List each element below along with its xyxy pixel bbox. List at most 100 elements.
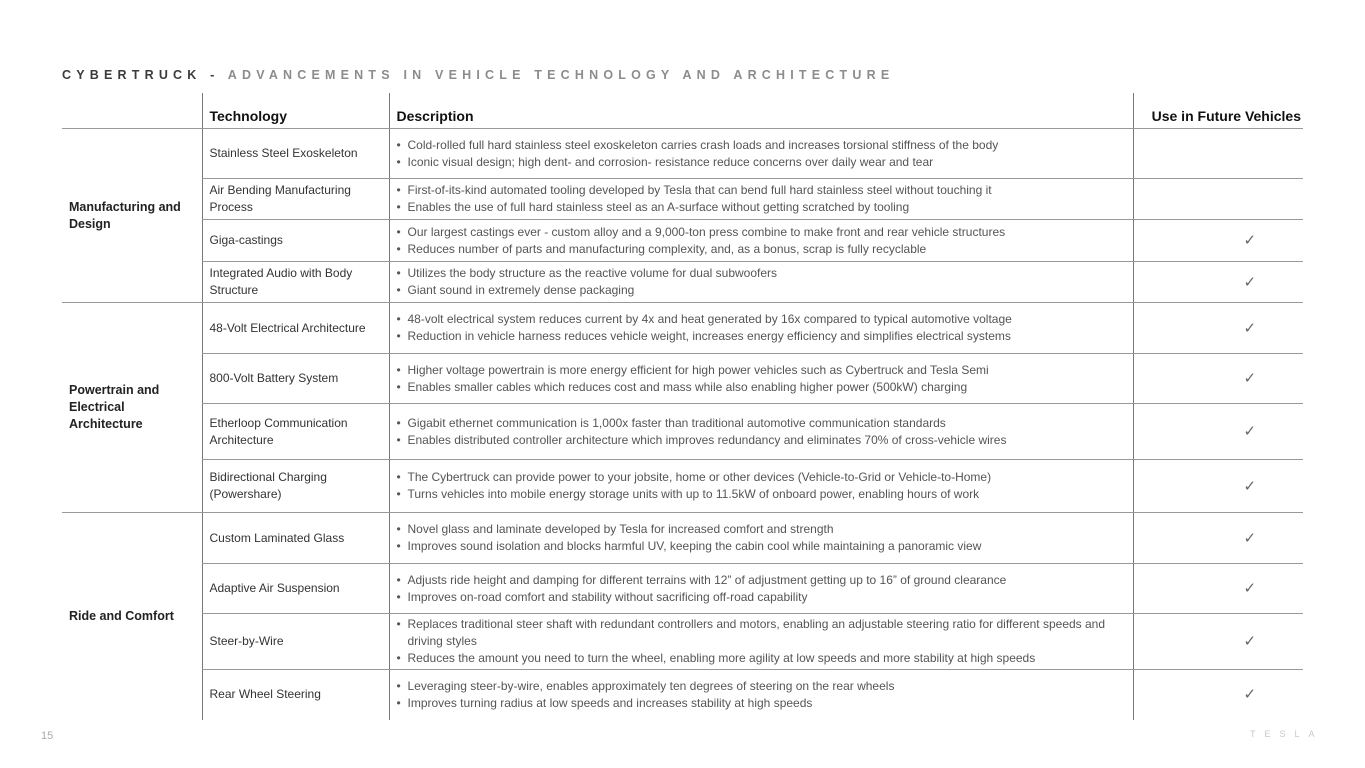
description-bullet: Replaces traditional steer shaft with re… [397,616,1126,650]
technology-name: Integrated Audio with Body Structure [201,261,389,303]
description-bullet: Improves sound isolation and blocks harm… [397,538,1126,555]
description-bullet: Reduction in vehicle harness reduces veh… [397,328,1126,345]
future-use-cell: ✓ [1132,403,1303,460]
description-cell: Novel glass and laminate developed by Te… [388,512,1133,564]
description-list: Leveraging steer-by-wire, enables approx… [397,678,1126,712]
table-row: Adaptive Air Suspension Adjusts ride heig… [62,563,1303,614]
table-header-row: Technology Description Use in Future Veh… [62,93,1303,129]
technology-name: Bidirectional Charging (Powershare) [201,459,389,513]
future-use-cell: ✓ [1132,512,1303,564]
table-row: Steer-by-WireReplaces traditional steer … [62,613,1303,670]
description-bullet: Turns vehicles into mobile energy storag… [397,486,1126,503]
table-row: Giga-castings Our largest castings ever -… [62,219,1303,262]
technology-name: Etherloop Communication Architecture [201,403,389,460]
description-bullet: Adjusts ride height and damping for diff… [397,572,1126,589]
header-group [62,93,202,129]
description-cell: Utilizes the body structure as the react… [388,261,1133,303]
description-list: Higher voltage powertrain is more energy… [397,362,1126,396]
description-bullet: Iconic visual design; high dent- and cor… [397,154,1126,171]
description-list: Cold-rolled full hard stainless steel ex… [397,137,1126,171]
future-use-cell: ✓ [1132,261,1303,303]
technology-name: Steer-by-Wire [201,613,389,670]
description-bullet: Our largest castings ever - custom alloy… [397,224,1126,241]
check-mark-icon: ✓ [1243,580,1257,597]
description-bullet: Cold-rolled full hard stainless steel ex… [397,137,1126,154]
header-future-use: Use in Future Vehicles [1132,93,1303,129]
description-bullet: Higher voltage powertrain is more energy… [397,362,1126,379]
description-cell: Replaces traditional steer shaft with re… [388,613,1133,670]
check-mark-icon: ✓ [1243,423,1257,440]
future-use-cell [1132,178,1303,220]
technology-name: Adaptive Air Suspension [201,563,389,614]
description-bullet: Reduces number of parts and manufacturin… [397,241,1126,258]
tesla-logo: TESLA [1250,729,1324,739]
check-mark-icon: ✓ [1243,232,1257,249]
check-mark-icon: ✓ [1243,319,1257,337]
description-bullet: Enables the use of full hard stainless s… [397,199,1126,216]
future-use-cell: ✓ [1132,563,1303,614]
description-bullet: Utilizes the body structure as the react… [397,265,1126,282]
future-use-cell: ✓ [1132,302,1303,354]
check-mark-icon: ✓ [1243,633,1257,650]
check-mark-icon: ✓ [1243,529,1257,547]
description-cell: Cold-rolled full hard stainless steel ex… [388,128,1133,179]
description-bullet: Improves turning radius at low speeds an… [397,695,1126,712]
description-bullet: Improves on-road comfort and stability w… [397,589,1126,606]
slide-title: CYBERTRUCK - ADVANCEMENTS IN VEHICLE TEC… [62,68,895,82]
technology-name: Custom Laminated Glass [201,512,389,564]
check-mark-icon: ✓ [1243,686,1257,704]
future-use-cell: ✓ [1132,459,1303,513]
description-bullet: Gigabit ethernet communication is 1,000x… [397,415,1126,432]
description-list: Gigabit ethernet communication is 1,000x… [397,415,1126,449]
description-list: Novel glass and laminate developed by Te… [397,521,1126,555]
technology-name: 800-Volt Battery System [201,353,389,404]
table-row: Integrated Audio with Body Structure Util… [62,261,1303,303]
description-bullet: First-of-its-kind automated tooling deve… [397,182,1126,199]
description-list: Utilizes the body structure as the react… [397,265,1126,299]
description-list: Replaces traditional steer shaft with re… [397,616,1126,667]
table-row: Powertrain and Electrical Architecture 48… [62,302,1303,513]
group-label: Powertrain and Electrical Architecture [62,302,202,513]
page-number: 15 [41,730,54,742]
description-bullet: Enables distributed controller architect… [397,432,1126,449]
future-use-cell [1132,128,1303,179]
header-technology: Technology [201,93,389,129]
technology-table: Technology Description Use in Future Veh… [62,93,1303,720]
description-cell: Leveraging steer-by-wire, enables approx… [388,669,1133,720]
check-mark-icon: ✓ [1243,370,1257,387]
technology-name: Air Bending Manufacturing Process [201,178,389,220]
group-label: Ride and Comfort [69,608,174,623]
description-bullet: 48-volt electrical system reduces curren… [397,311,1126,328]
description-bullet: Reduces the amount you need to turn the … [397,650,1126,667]
description-list: Our largest castings ever - custom alloy… [397,224,1126,258]
description-cell: Higher voltage powertrain is more energy… [388,353,1133,404]
description-bullet: Novel glass and laminate developed by Te… [397,521,1126,538]
description-bullet: Enables smaller cables which reduces cos… [397,379,1126,396]
technology-name: Stainless Steel Exoskeleton [201,128,389,179]
future-use-cell: ✓ [1132,613,1303,670]
future-use-cell: ✓ [1132,353,1303,404]
description-cell: Adjusts ride height and damping for diff… [388,563,1133,614]
description-list: Adjusts ride height and damping for diff… [397,572,1126,606]
table-row: Ride and Comfort Custom Laminated Glass No… [62,512,1303,623]
table-row: 800-Volt Battery System Higher voltage po… [62,353,1303,404]
technology-name: Rear Wheel Steering [201,669,389,720]
description-cell: 48-volt electrical system reduces curren… [388,302,1133,354]
description-list: First-of-its-kind automated tooling deve… [397,182,1126,216]
table-row: Bidirectional Charging (Powershare) The C… [62,459,1303,513]
check-mark-icon: ✓ [1243,477,1257,495]
description-bullet: Leveraging steer-by-wire, enables approx… [397,678,1126,695]
future-use-cell: ✓ [1132,219,1303,262]
table-row: Manufacturing and Design Stainless Steel … [62,128,1303,303]
description-bullet: Giant sound in extremely dense packaging [397,282,1126,299]
check-mark-icon: ✓ [1243,273,1257,291]
description-cell: First-of-its-kind automated tooling deve… [388,178,1133,220]
description-list: 48-volt electrical system reduces curren… [397,311,1126,345]
description-cell: Our largest castings ever - custom alloy… [388,219,1133,262]
technology-name: 48-Volt Electrical Architecture [201,302,389,354]
future-use-cell: ✓ [1132,669,1303,720]
description-cell: The Cybertruck can provide power to your… [388,459,1133,513]
table-row: Etherloop Communication Architecture Giga… [62,403,1303,460]
description-cell: Gigabit ethernet communication is 1,000x… [388,403,1133,460]
header-description: Description [388,93,1133,129]
